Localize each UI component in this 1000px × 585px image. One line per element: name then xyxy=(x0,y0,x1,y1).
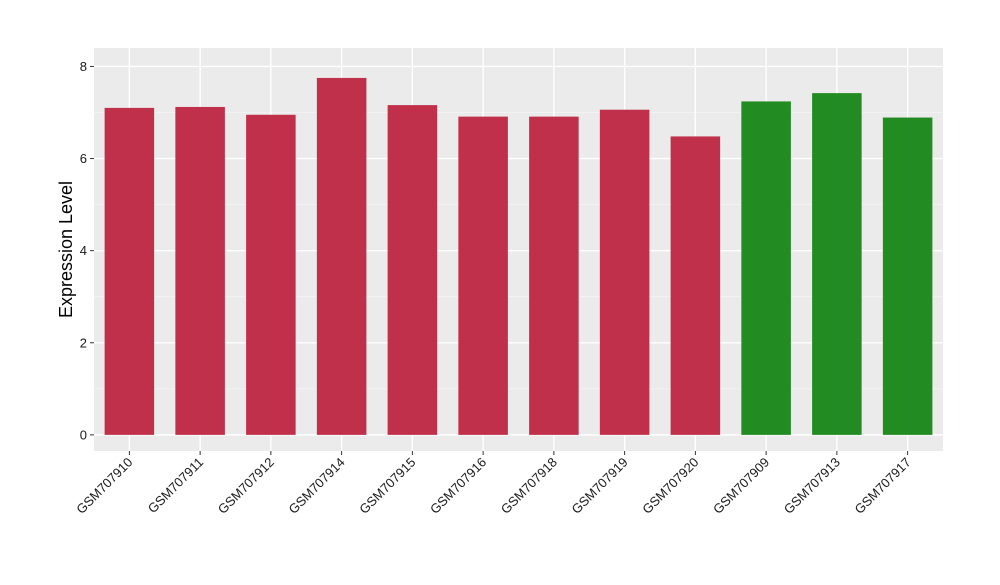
bar xyxy=(741,101,791,435)
bars xyxy=(104,77,933,435)
bar xyxy=(175,106,225,435)
bar xyxy=(316,77,367,435)
bar xyxy=(599,109,650,435)
bar xyxy=(529,116,579,435)
y-tick-label: 4 xyxy=(80,243,87,258)
x-tick-label: GSM707910 xyxy=(73,455,135,517)
x-tick-label: GSM707918 xyxy=(498,455,560,517)
bar xyxy=(670,136,721,435)
x-tick-label: GSM707913 xyxy=(781,455,843,517)
y-tick-label: 6 xyxy=(80,151,87,166)
bar xyxy=(812,93,862,435)
y-axis: 0 2 4 6 8 xyxy=(80,59,94,442)
x-tick-label: GSM707917 xyxy=(852,455,914,517)
bar xyxy=(458,116,508,435)
x-tick-label: GSM707920 xyxy=(639,455,701,517)
y-axis-title: Expression Level xyxy=(56,181,76,318)
bar xyxy=(387,105,438,435)
plot-background xyxy=(94,48,943,451)
y-tick-label: 0 xyxy=(80,427,87,442)
x-tick-label: GSM707916 xyxy=(427,455,489,517)
x-tick-label: GSM707914 xyxy=(286,455,348,517)
y-tick-label: 8 xyxy=(80,59,87,74)
x-axis: GSM707910 GSM707911 GSM707912 GSM707914 GSM7… xyxy=(73,451,914,517)
x-tick-label: GSM707909 xyxy=(710,455,772,517)
x-tick-label: GSM707911 xyxy=(145,455,207,517)
y-tick-label: 2 xyxy=(80,335,87,350)
bar xyxy=(882,117,933,435)
x-tick-label: GSM707915 xyxy=(356,455,418,517)
x-tick-label: GSM707919 xyxy=(569,455,631,517)
bar xyxy=(104,107,155,435)
bar xyxy=(246,114,296,435)
x-tick-label: GSM707912 xyxy=(215,455,277,517)
